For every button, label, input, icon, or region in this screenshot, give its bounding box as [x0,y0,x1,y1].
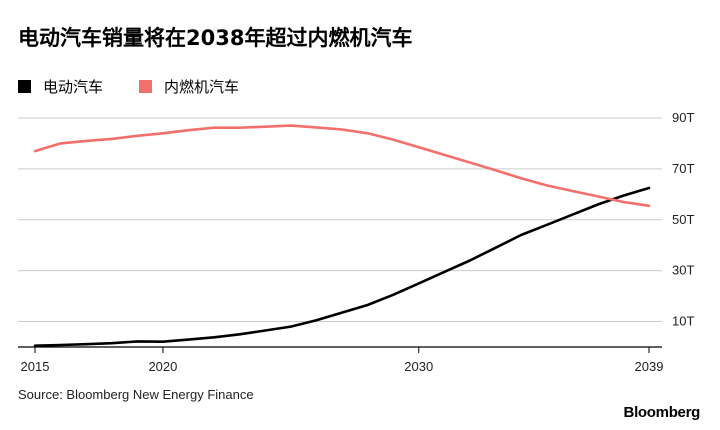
y-tick-label: 50T [672,212,694,227]
chart-legend: 电动汽车 内燃机汽车 [18,76,275,97]
legend-item-ice: 内燃机汽车 [139,76,239,97]
brand-logo: Bloomberg [623,404,701,421]
legend-label-ev: 电动汽车 [43,78,104,96]
y-tick-label: 90T [672,110,694,125]
legend-swatch-ev [18,80,31,93]
y-tick-label: 70T [672,161,694,176]
x-tick-label: 2015 [21,359,50,374]
x-tick-label: 2030 [404,359,433,374]
legend-label-ice: 内燃机汽车 [164,78,240,96]
x-tick-label: 2039 [635,359,664,374]
series-line-ice [33,124,651,208]
source-note: Source: Bloomberg New Energy Finance [18,387,254,402]
legend-item-ev: 电动汽车 [18,76,103,97]
y-tick-label: 30T [672,263,694,278]
y-tick-label: 10T [672,314,694,329]
legend-swatch-ice [139,80,153,93]
series-line-ev [33,186,651,348]
chart-title: 电动汽车销量将在2038年超过内燃机汽车 [18,26,413,50]
x-tick-label: 2020 [148,359,177,374]
